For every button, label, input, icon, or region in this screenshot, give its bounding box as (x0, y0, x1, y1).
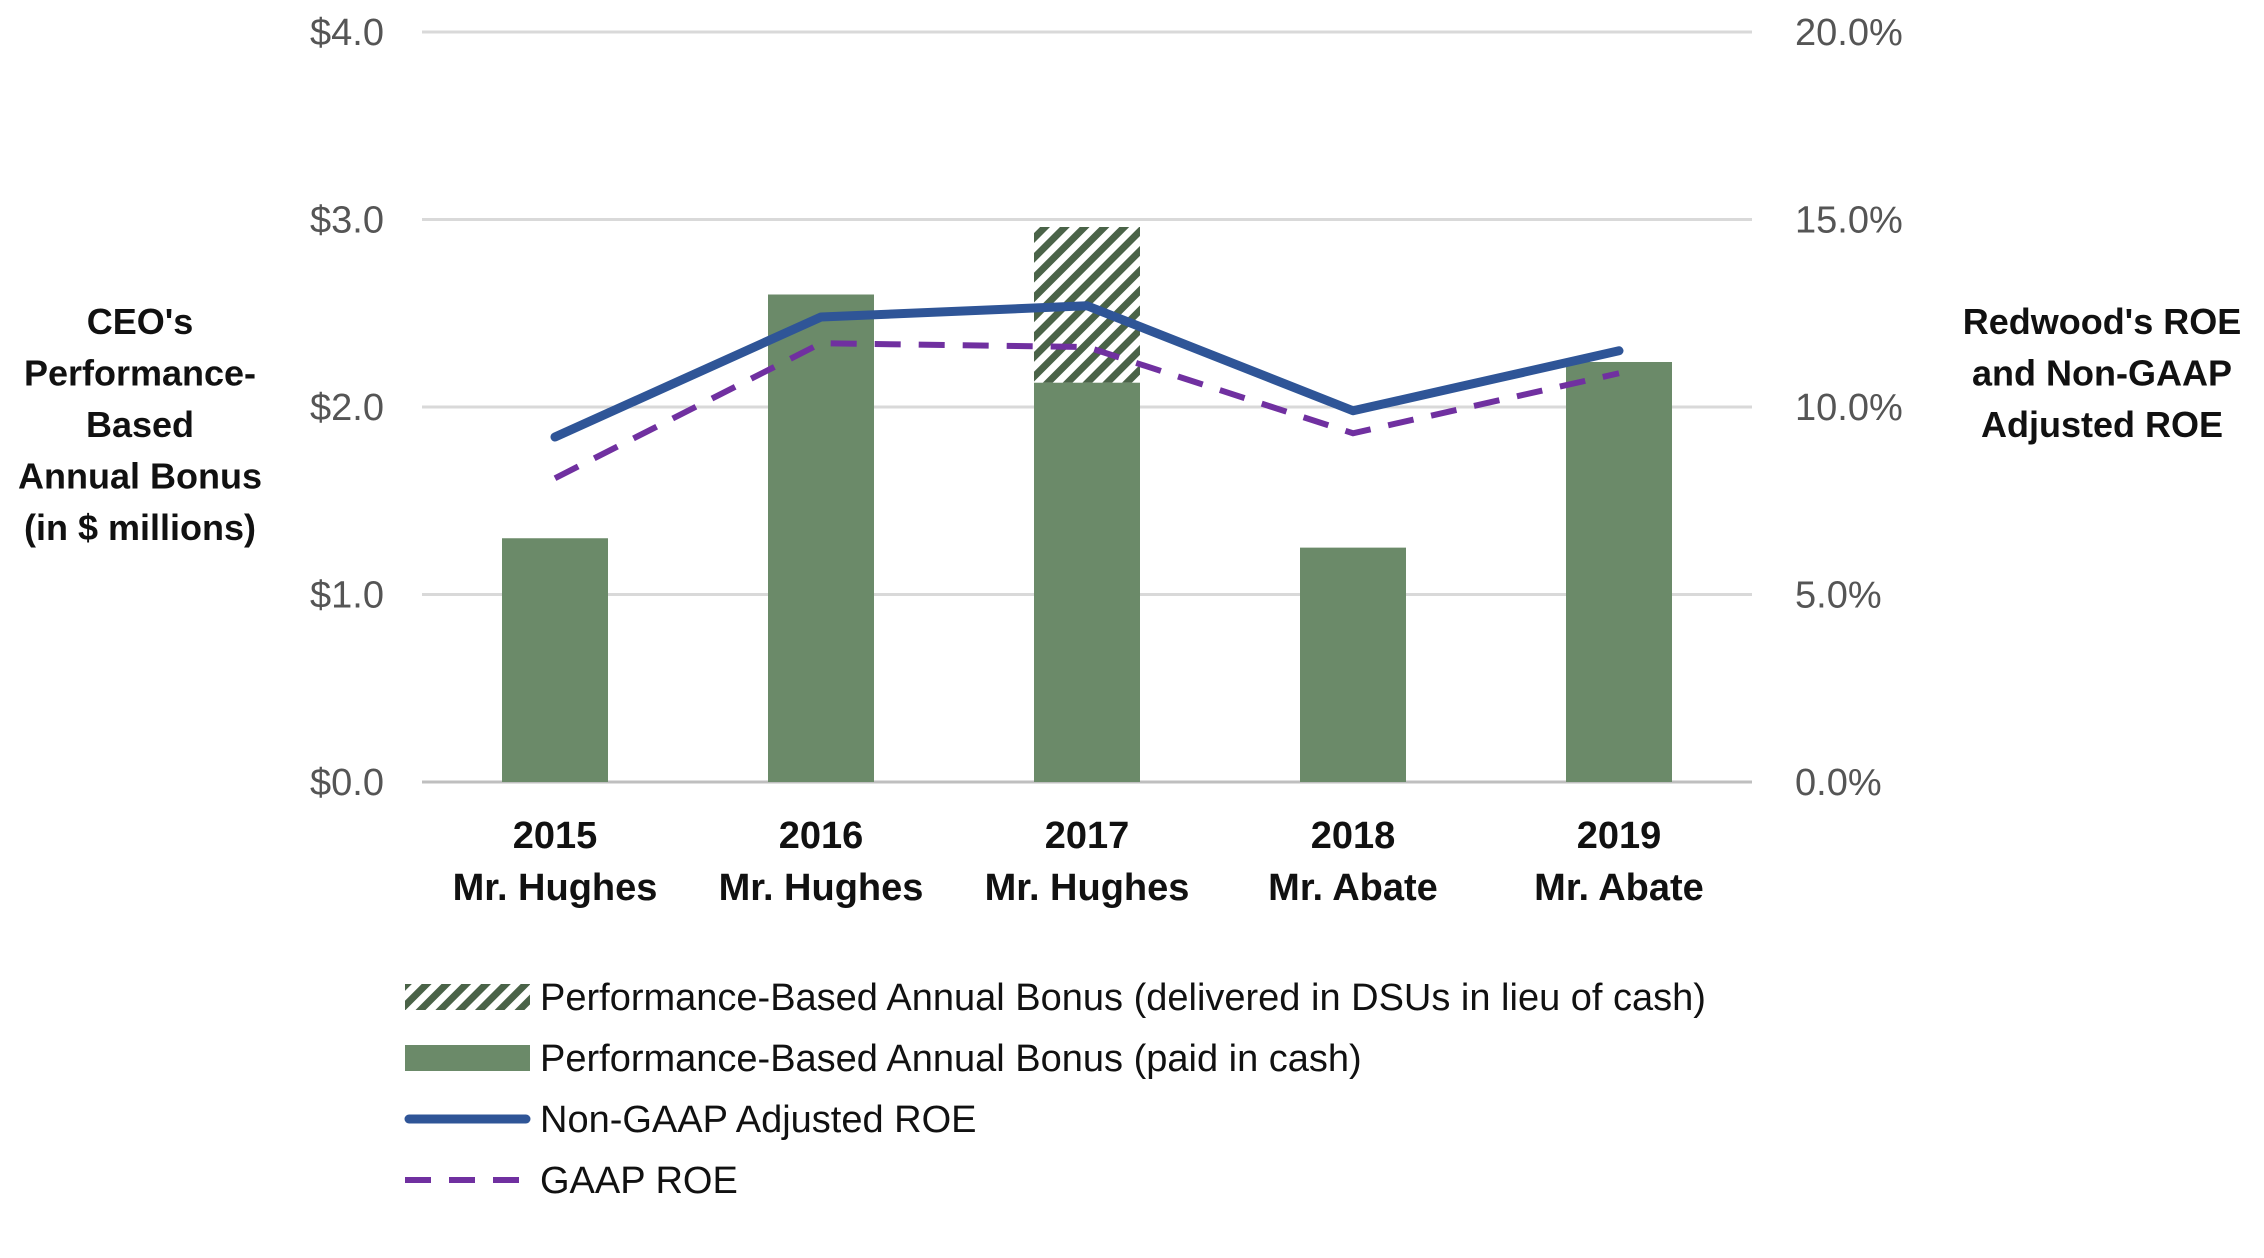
legend-label-2: Non-GAAP Adjusted ROE (540, 1099, 977, 1141)
category-label-3-1: Mr. Abate (1268, 867, 1438, 909)
series-line-gaap-roe (553, 340, 1620, 481)
left-tick-label-2: $2.0 (310, 387, 384, 429)
category-label-2-1: Mr. Hughes (985, 867, 1190, 909)
legend-label-3: GAAP ROE (540, 1160, 738, 1202)
bar-cash-2016 (768, 294, 874, 782)
legend-swatch-cash (405, 1045, 530, 1071)
left-tick-label-1: $1.0 (310, 575, 384, 617)
right-axis-title: Redwood's ROE and Non-GAAP Adjusted ROE (1963, 301, 2242, 445)
left-tick-label-4: $4.0 (310, 12, 384, 54)
left-axis-title-line-0: CEO's (87, 301, 194, 342)
category-label-1-1: Mr. Hughes (719, 867, 924, 909)
left-axis-title-line-2: Based (86, 404, 194, 445)
left-axis-ticks: $0.0 $1.0 $2.0 $3.0 $4.0 (310, 12, 384, 804)
bars (502, 227, 1672, 782)
legend-label-1: Performance-Based Annual Bonus (paid in … (540, 1038, 1362, 1080)
bar-cash-2018 (1300, 547, 1406, 782)
left-axis-title-line-1: Performance- (24, 353, 256, 394)
left-tick-label-0: $0.0 (310, 762, 384, 804)
series-line-non-gaap-roe (550, 301, 1624, 442)
category-label-3-0: 2018 (1311, 815, 1396, 857)
category-label-0-0: 2015 (513, 815, 598, 857)
right-tick-label-2: 10.0% (1795, 387, 1903, 429)
right-tick-label-3: 15.0% (1795, 200, 1903, 242)
category-label-4-0: 2019 (1577, 815, 1662, 857)
right-axis-title-line-2: Adjusted ROE (1981, 404, 2223, 445)
left-axis-title: CEO's Performance- Based Annual Bonus (in $ … (18, 301, 262, 548)
category-labels: 2015 Mr. Hughes 2016 Mr. Hughes 2017 Mr. Hugh… (453, 815, 1704, 909)
category-label-0-1: Mr. Hughes (453, 867, 658, 909)
right-tick-label-0: 0.0% (1795, 762, 1882, 804)
left-axis-title-line-3: Annual Bonus (18, 456, 262, 497)
right-axis-ticks: 0.0% 5.0% 10.0% 15.0% 20.0% (1795, 12, 1903, 804)
category-label-2-0: 2017 (1045, 815, 1130, 857)
right-tick-label-4: 20.0% (1795, 12, 1903, 54)
right-tick-label-1: 5.0% (1795, 575, 1882, 617)
bar-cash-2017 (1034, 382, 1140, 782)
right-axis-title-line-0: Redwood's ROE (1963, 301, 2242, 342)
legend-label-0: Performance-Based Annual Bonus (delivere… (540, 977, 1706, 1019)
legend-swatch-dsu (405, 984, 530, 1010)
bar-cash-2019 (1566, 362, 1672, 782)
left-tick-label-3: $3.0 (310, 200, 384, 242)
lines (550, 301, 1624, 481)
category-label-4-1: Mr. Abate (1534, 867, 1704, 909)
category-label-1-0: 2016 (779, 815, 864, 857)
left-axis-title-line-4: (in $ millions) (24, 507, 256, 548)
bar-cash-2015 (502, 538, 608, 782)
legend: Performance-Based Annual Bonus (delivere… (404, 977, 1706, 1202)
right-axis-title-line-1: and Non-GAAP (1972, 353, 2232, 394)
